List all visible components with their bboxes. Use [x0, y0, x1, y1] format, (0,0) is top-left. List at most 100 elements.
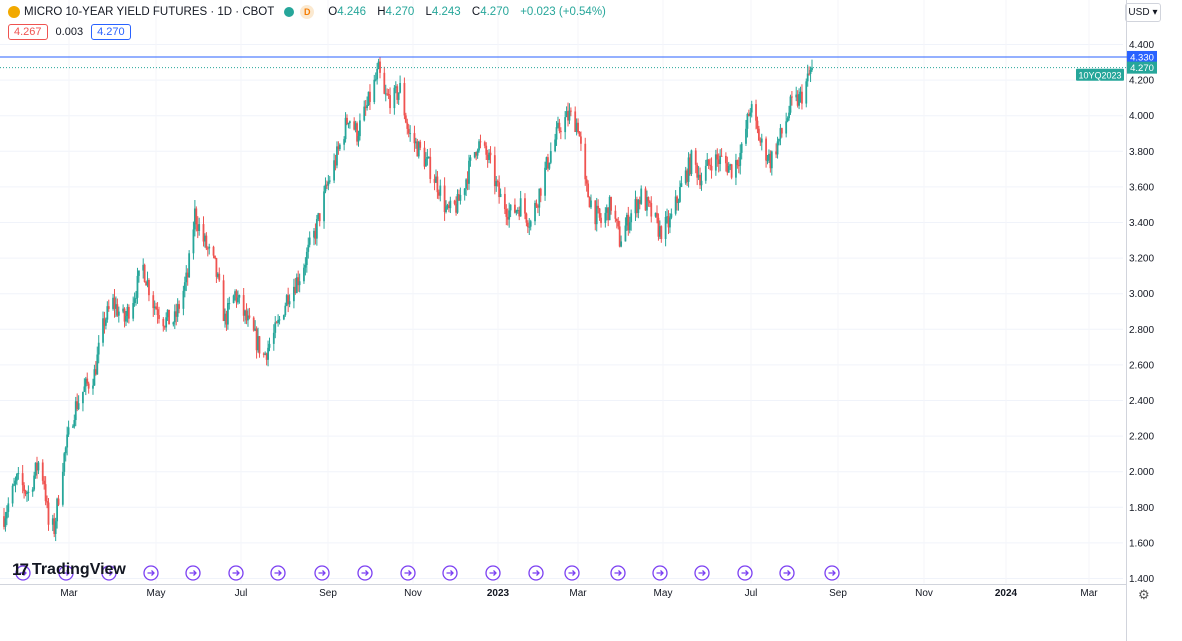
candle-body: [285, 295, 288, 306]
candle-body: [437, 192, 440, 196]
candle-body: [298, 281, 301, 286]
gear-icon[interactable]: ⚙: [1138, 587, 1150, 602]
candle-body: [578, 131, 581, 137]
candle-body: [419, 141, 422, 148]
candle-body: [183, 282, 186, 291]
tradingview-logo[interactable]: 17 TradingView: [12, 560, 126, 580]
event-marker-icon[interactable]: [15, 565, 31, 581]
candle-body: [475, 152, 478, 156]
candle-body: [524, 198, 526, 214]
event-marker-icon[interactable]: [737, 565, 753, 581]
candle-body: [344, 117, 347, 140]
candle-body: [323, 191, 325, 222]
interval-badge[interactable]: D: [300, 5, 315, 19]
event-marker-icon[interactable]: [58, 565, 74, 581]
event-marker-icon[interactable]: [528, 565, 544, 581]
candle-body: [222, 280, 225, 321]
event-marker-icon[interactable]: [824, 565, 840, 581]
x-tick-label: Mar: [1080, 588, 1098, 599]
candle-body: [469, 157, 472, 161]
market-status-icon: [284, 7, 295, 17]
event-marker-icon[interactable]: [779, 565, 795, 581]
candle-body: [379, 61, 381, 73]
candle-body: [594, 200, 597, 225]
x-tick-label: May: [147, 588, 166, 599]
event-marker-icon[interactable]: [442, 565, 458, 581]
event-marker-icon[interactable]: [143, 565, 159, 581]
candle-body: [808, 73, 811, 75]
candle-body: [327, 181, 330, 186]
event-marker-icon[interactable]: [228, 565, 244, 581]
candle-body: [404, 115, 407, 123]
candle-body: [53, 518, 56, 534]
chevron-down-icon: ▾: [1152, 7, 1158, 18]
candle-body: [314, 230, 317, 239]
event-marker-icon[interactable]: [652, 565, 668, 581]
candle-body: [647, 197, 650, 202]
candle-body: [146, 280, 149, 286]
price-tag-label: 4.330: [1130, 52, 1154, 63]
candle-body: [11, 485, 14, 504]
candle-body: [666, 216, 668, 218]
candle-body: [600, 217, 602, 224]
currency-selector[interactable]: USD ▾: [1125, 3, 1161, 22]
candle-body: [274, 322, 277, 333]
candle-body: [584, 143, 587, 180]
candle-body: [247, 315, 249, 321]
candle-body: [158, 315, 160, 319]
candle-body: [237, 297, 239, 303]
candle-body: [483, 142, 486, 146]
candle-body: [117, 311, 120, 316]
event-marker-icon[interactable]: [314, 565, 330, 581]
candle-body: [313, 230, 315, 238]
candle-body: [123, 308, 126, 322]
candle-body: [567, 111, 569, 121]
event-marker-icon[interactable]: [101, 565, 117, 581]
symbol-title[interactable]: MICRO 10-YEAR YIELD FUTURES · 1D · CBOT: [24, 6, 275, 18]
candle-body: [13, 484, 15, 486]
candle-body: [46, 501, 48, 503]
event-marker-icon[interactable]: [694, 565, 710, 581]
candle-body: [86, 378, 89, 384]
candle-body: [656, 212, 658, 218]
event-marker-icon[interactable]: [357, 565, 373, 581]
candle-body: [595, 205, 598, 225]
candle-body: [716, 154, 719, 160]
candle-body: [493, 155, 496, 187]
ask-button[interactable]: 4.270: [91, 24, 131, 40]
x-tick-label: 2023: [487, 588, 510, 599]
candle-body: [77, 403, 80, 410]
event-marker-icon[interactable]: [485, 565, 501, 581]
candle-body: [176, 304, 179, 317]
bid-ask-row: 4.267 0.003 4.270: [8, 24, 131, 40]
candle-body: [724, 155, 727, 164]
candle-body: [559, 130, 562, 133]
candle-body: [630, 213, 633, 223]
candle-body: [7, 503, 10, 512]
candle-body: [115, 304, 117, 309]
candle-body: [636, 199, 638, 214]
candle-body: [337, 146, 340, 150]
candle-body: [709, 164, 712, 166]
event-marker-icon[interactable]: [564, 565, 580, 581]
candle-body: [607, 207, 610, 221]
chart-header: MICRO 10-YEAR YIELD FUTURES · 1D · CBOT …: [8, 4, 610, 20]
event-marker-icon[interactable]: [270, 565, 286, 581]
candle-body: [604, 212, 607, 224]
candle-body: [238, 295, 241, 298]
candle-body: [399, 83, 402, 93]
event-marker-icon[interactable]: [185, 565, 201, 581]
candle-body: [679, 187, 681, 202]
spread-value: 0.003: [55, 26, 84, 38]
event-marker-icon[interactable]: [400, 565, 416, 581]
bid-button[interactable]: 4.267: [8, 24, 48, 40]
candle-body: [769, 153, 772, 169]
candle-body: [23, 485, 25, 492]
candle-body: [44, 484, 47, 502]
candle-body: [232, 295, 235, 304]
candle-body: [499, 193, 502, 198]
close-value: 4.270: [480, 6, 509, 18]
event-marker-icon[interactable]: [610, 565, 626, 581]
candle-body: [605, 207, 608, 213]
